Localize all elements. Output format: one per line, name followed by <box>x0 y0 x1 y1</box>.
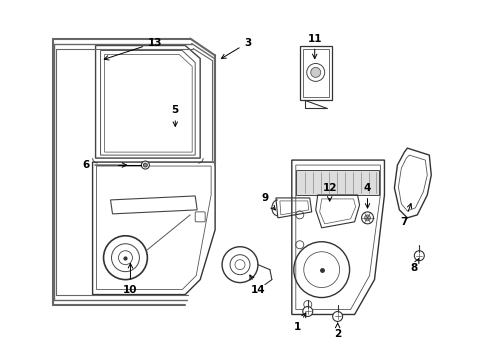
Text: 4: 4 <box>363 183 370 208</box>
Text: 8: 8 <box>410 259 418 273</box>
Text: 7: 7 <box>400 203 411 227</box>
Circle shape <box>141 161 149 169</box>
Text: 12: 12 <box>322 183 336 201</box>
Text: 2: 2 <box>333 323 341 339</box>
Circle shape <box>143 163 147 167</box>
Text: 3: 3 <box>221 37 251 58</box>
Text: 6: 6 <box>82 160 126 170</box>
Text: 14: 14 <box>249 275 264 294</box>
Circle shape <box>413 251 424 261</box>
Text: 11: 11 <box>307 33 321 59</box>
Text: 9: 9 <box>261 193 275 210</box>
Text: 13: 13 <box>104 37 163 60</box>
Text: 1: 1 <box>294 313 305 332</box>
Circle shape <box>302 306 312 316</box>
Circle shape <box>361 212 373 224</box>
Circle shape <box>332 311 342 321</box>
Circle shape <box>364 215 370 221</box>
Text: 10: 10 <box>123 264 138 294</box>
Text: 5: 5 <box>171 105 179 126</box>
Circle shape <box>310 67 320 77</box>
Polygon shape <box>295 170 379 195</box>
